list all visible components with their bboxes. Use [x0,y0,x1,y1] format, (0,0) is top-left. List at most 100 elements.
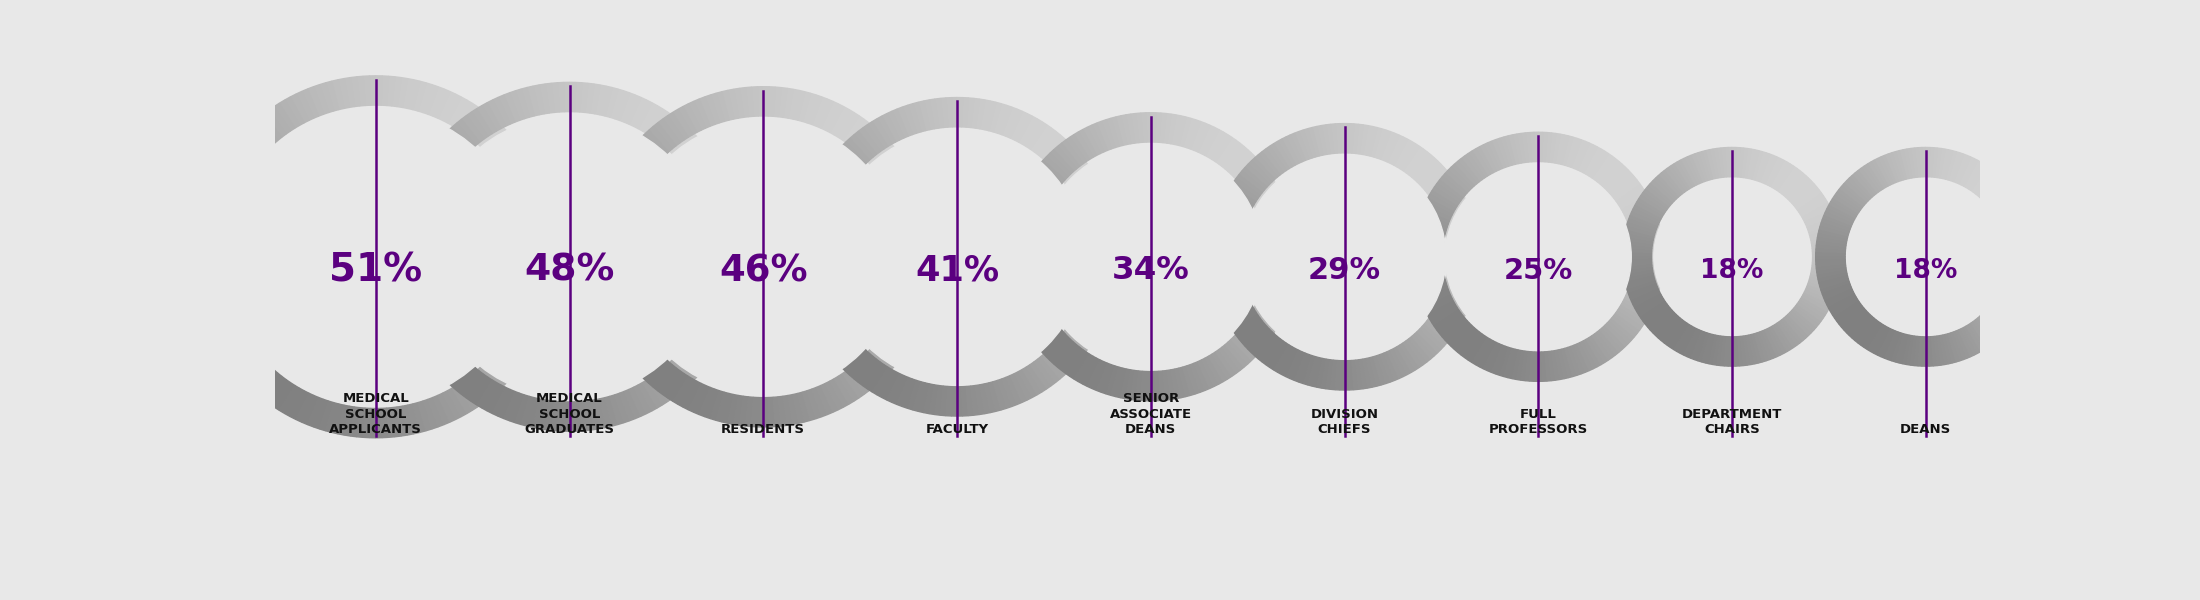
Wedge shape [675,136,700,160]
Wedge shape [902,379,917,408]
Wedge shape [645,358,669,383]
Wedge shape [1892,333,1903,362]
Wedge shape [647,109,667,136]
Wedge shape [594,281,625,292]
Wedge shape [356,76,365,106]
Wedge shape [620,157,649,178]
Wedge shape [1005,109,1023,138]
Wedge shape [1087,262,1118,268]
Wedge shape [1448,271,1476,280]
Wedge shape [788,89,799,119]
Wedge shape [2004,271,2035,280]
Wedge shape [1212,238,1241,246]
Wedge shape [1720,337,1727,366]
Wedge shape [1038,131,1060,157]
Wedge shape [1419,286,1448,299]
Wedge shape [618,161,647,182]
Wedge shape [1630,283,1659,295]
Wedge shape [1830,199,1857,217]
Wedge shape [1461,332,1483,358]
Wedge shape [563,402,570,431]
Wedge shape [1819,279,1848,290]
Wedge shape [1175,368,1186,398]
Wedge shape [904,245,935,252]
Wedge shape [1729,148,1731,177]
Wedge shape [198,207,229,220]
Wedge shape [904,272,933,280]
Wedge shape [1278,347,1296,374]
Wedge shape [851,365,873,391]
Wedge shape [1778,322,1797,347]
Wedge shape [1615,180,1639,201]
Wedge shape [433,89,449,118]
Wedge shape [631,347,658,371]
Wedge shape [1758,153,1769,182]
Wedge shape [783,88,792,118]
Wedge shape [1080,297,1109,311]
Wedge shape [1417,283,1448,295]
Wedge shape [796,240,827,248]
Wedge shape [1811,268,1841,276]
Wedge shape [1232,337,1254,361]
Wedge shape [803,208,832,221]
Wedge shape [829,379,849,407]
Wedge shape [1610,318,1635,340]
Wedge shape [515,395,530,424]
Wedge shape [900,210,928,223]
Wedge shape [396,227,425,236]
Wedge shape [799,235,827,243]
Wedge shape [1571,140,1586,169]
Wedge shape [1775,164,1793,190]
Wedge shape [590,84,601,114]
Wedge shape [1632,205,1661,221]
Wedge shape [1327,360,1333,389]
Wedge shape [1190,363,1206,392]
Wedge shape [1549,133,1555,163]
Wedge shape [799,224,829,234]
Wedge shape [1078,197,1107,212]
Wedge shape [1628,220,1657,232]
Wedge shape [1626,279,1654,290]
Wedge shape [891,109,909,138]
Wedge shape [614,393,629,423]
Wedge shape [1179,117,1190,146]
Wedge shape [1797,193,1824,212]
Wedge shape [715,272,744,281]
Wedge shape [924,384,935,413]
Wedge shape [1516,133,1525,163]
Wedge shape [1698,152,1709,181]
Wedge shape [1828,295,1857,311]
Wedge shape [614,91,629,121]
Wedge shape [1628,281,1657,294]
Wedge shape [1322,359,1331,389]
Wedge shape [1085,224,1115,234]
Wedge shape [216,328,244,347]
Wedge shape [407,311,436,328]
Wedge shape [1417,161,1441,185]
Wedge shape [609,395,625,424]
Wedge shape [1923,337,1925,366]
Wedge shape [1408,152,1430,177]
Wedge shape [1283,137,1298,165]
Wedge shape [702,316,730,333]
Wedge shape [1432,182,1459,202]
Wedge shape [1170,115,1181,145]
Wedge shape [1210,243,1241,250]
Wedge shape [1212,352,1232,379]
Wedge shape [1998,209,2026,224]
Wedge shape [1597,158,1619,184]
Wedge shape [1813,253,1841,257]
Wedge shape [1415,267,1443,274]
Wedge shape [1221,296,1250,311]
Wedge shape [1621,260,1652,265]
Wedge shape [1643,304,1668,324]
Wedge shape [1507,135,1518,164]
Text: RESIDENTS: RESIDENTS [722,423,805,436]
Wedge shape [1584,340,1602,367]
Wedge shape [1621,194,1650,212]
Wedge shape [858,128,880,154]
Wedge shape [497,389,515,419]
Wedge shape [796,257,827,262]
Wedge shape [1228,186,1256,205]
Wedge shape [704,186,733,202]
